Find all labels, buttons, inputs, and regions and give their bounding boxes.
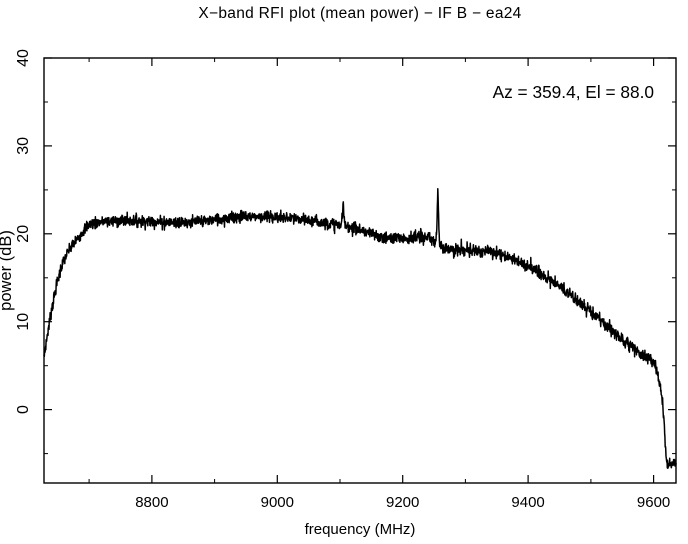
svg-text:30: 30 [15,137,32,155]
svg-text:9200: 9200 [386,494,419,511]
svg-text:10: 10 [15,313,32,331]
svg-text:0: 0 [15,405,32,414]
svg-text:20: 20 [15,225,32,243]
svg-text:8800: 8800 [135,494,168,511]
svg-text:power (dB): power (dB) [0,230,15,311]
svg-text:40: 40 [15,49,32,67]
svg-text:Az = 359.4, El = 88.0: Az = 359.4, El = 88.0 [493,82,654,102]
svg-text:frequency (MHz): frequency (MHz) [305,521,416,538]
svg-text:9000: 9000 [261,494,294,511]
svg-text:9600: 9600 [637,494,670,511]
svg-text:9400: 9400 [511,494,544,511]
svg-text:X−band RFI plot (mean power) −: X−band RFI plot (mean power) − IF B − ea… [198,5,521,22]
